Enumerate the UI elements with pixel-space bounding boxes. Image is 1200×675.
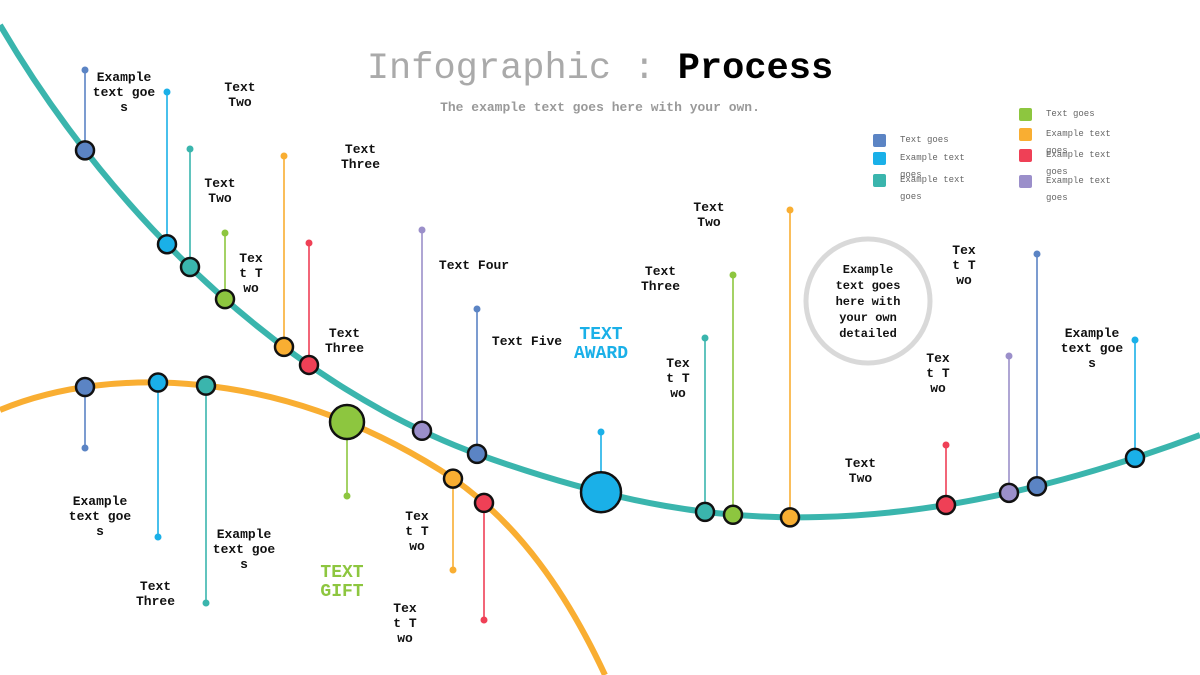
legend-swatch bbox=[1019, 149, 1032, 162]
legend-swatch bbox=[873, 174, 886, 187]
label: Example text goes bbox=[68, 494, 132, 539]
node bbox=[935, 494, 957, 516]
stem-dot bbox=[1131, 336, 1139, 344]
node bbox=[328, 403, 366, 441]
node bbox=[179, 256, 201, 278]
node bbox=[74, 376, 96, 398]
node bbox=[74, 140, 96, 161]
stem-dot bbox=[449, 566, 457, 574]
stem-dot bbox=[1033, 250, 1041, 258]
stem-dot bbox=[786, 206, 794, 214]
label: Example text goes bbox=[212, 527, 276, 572]
callout-ring bbox=[803, 236, 933, 366]
node bbox=[147, 372, 169, 393]
label: Text Two bbox=[844, 456, 877, 486]
process-curve bbox=[0, 23, 1200, 521]
label: Text Three bbox=[324, 326, 364, 356]
node bbox=[214, 288, 236, 310]
label: Text Two bbox=[666, 356, 690, 401]
stem-dot bbox=[186, 145, 194, 153]
legend-label: Text goes bbox=[900, 135, 949, 145]
node bbox=[998, 482, 1020, 504]
stem-dot bbox=[473, 305, 481, 313]
label: Text Two bbox=[204, 176, 236, 206]
stem-dot bbox=[942, 441, 950, 449]
stem-dot bbox=[305, 239, 313, 247]
legend-label: Text goes bbox=[1046, 109, 1095, 119]
node bbox=[442, 468, 464, 489]
stem-dot bbox=[163, 88, 171, 96]
highlight: TEXT AWARD bbox=[573, 325, 628, 364]
legend-swatch bbox=[873, 134, 886, 147]
title: Infographic : Process bbox=[0, 48, 1200, 90]
label: Text Two bbox=[239, 251, 263, 296]
node bbox=[779, 507, 801, 528]
label: Example text goes bbox=[92, 70, 156, 115]
stem-dot bbox=[221, 229, 229, 237]
node bbox=[273, 336, 295, 358]
legend-label: Example text goes bbox=[1046, 176, 1111, 203]
stem-dot bbox=[81, 444, 89, 452]
subtitle: The example text goes here with your own… bbox=[440, 100, 760, 115]
legend-swatch bbox=[1019, 175, 1032, 188]
node bbox=[298, 354, 320, 376]
stem-dot bbox=[701, 334, 709, 342]
label: Text Two bbox=[405, 509, 429, 554]
label: Text Four bbox=[438, 258, 510, 273]
stem-dot bbox=[154, 533, 162, 541]
label: Text Three bbox=[340, 142, 380, 172]
stem-dot bbox=[1005, 352, 1013, 360]
node bbox=[411, 420, 433, 442]
label: Text Five bbox=[491, 334, 563, 349]
label: Text Two bbox=[926, 351, 950, 396]
stem-dot bbox=[343, 492, 351, 500]
label: Text Two bbox=[224, 80, 256, 110]
stem-dot bbox=[280, 152, 288, 160]
callout-text: Example text goes here with your own det… bbox=[835, 263, 901, 341]
stem-dot bbox=[597, 428, 605, 436]
stem-dot bbox=[418, 226, 426, 234]
stem-dot bbox=[81, 66, 89, 74]
stem-dot bbox=[202, 599, 210, 607]
node bbox=[1026, 475, 1048, 497]
legend-swatch bbox=[1019, 128, 1032, 141]
label: Text Two bbox=[693, 200, 725, 230]
node bbox=[579, 470, 623, 514]
node bbox=[195, 375, 217, 396]
legend-label: Example text goes bbox=[900, 153, 965, 180]
node bbox=[1124, 447, 1146, 469]
label: Text Two bbox=[952, 243, 976, 288]
label: Text Three bbox=[135, 579, 175, 609]
node bbox=[722, 504, 744, 525]
label: Text Two bbox=[393, 601, 417, 646]
stem-dot bbox=[729, 271, 737, 279]
node bbox=[473, 492, 495, 514]
legend-label: Example text goes bbox=[1046, 129, 1111, 156]
label: Text Three bbox=[640, 264, 680, 294]
label: Example text goes bbox=[1060, 326, 1124, 371]
title-light: Infographic : bbox=[366, 48, 656, 90]
node bbox=[156, 233, 178, 255]
node bbox=[466, 443, 488, 465]
title-bold: Process bbox=[677, 48, 834, 90]
highlight: TEXT GIFT bbox=[320, 563, 364, 602]
stem-dot bbox=[480, 616, 488, 624]
node bbox=[694, 501, 716, 523]
legend-label: Example text goes bbox=[1046, 150, 1111, 177]
legend-label: Example text goes bbox=[900, 175, 965, 202]
legend-swatch bbox=[1019, 108, 1032, 121]
legend-swatch bbox=[873, 152, 886, 165]
